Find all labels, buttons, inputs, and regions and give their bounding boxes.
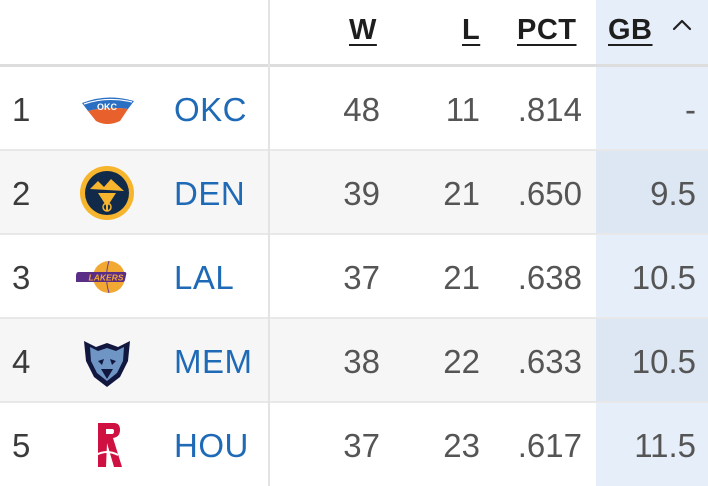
table-row[interactable]: 3 LAKERS LAL 37 21 .638 10.5 bbox=[0, 235, 708, 319]
team-link-lal[interactable]: LAL bbox=[174, 259, 235, 296]
wins: 38 bbox=[343, 343, 380, 380]
table-header: W L PCT GB bbox=[0, 0, 708, 67]
hou-rockets-logo-icon bbox=[95, 423, 122, 467]
row-divider bbox=[0, 233, 708, 235]
losses: 21 bbox=[443, 175, 480, 212]
header-pct[interactable]: PCT bbox=[517, 14, 577, 46]
rank: 3 bbox=[12, 259, 31, 296]
wins: 37 bbox=[343, 427, 380, 464]
gb-cell-bg bbox=[596, 151, 708, 235]
rank: 1 bbox=[12, 91, 31, 128]
gb-cell-bg bbox=[596, 235, 708, 319]
row-divider bbox=[0, 149, 708, 151]
rank: 4 bbox=[12, 343, 31, 380]
games-behind: 10.5 bbox=[631, 343, 696, 380]
mem-grizzlies-logo-icon bbox=[84, 341, 130, 387]
games-behind: 10.5 bbox=[631, 259, 696, 296]
row-divider bbox=[0, 317, 708, 319]
losses: 21 bbox=[443, 259, 480, 296]
row-divider bbox=[0, 401, 708, 403]
wins: 37 bbox=[343, 259, 380, 296]
gb-cell-bg bbox=[596, 67, 708, 151]
rank: 5 bbox=[12, 427, 31, 464]
losses: 22 bbox=[443, 343, 480, 380]
header-w[interactable]: W bbox=[349, 14, 377, 46]
lal-lakers-logo-icon: LAKERS bbox=[76, 260, 127, 294]
team-link-hou[interactable]: HOU bbox=[174, 427, 249, 464]
games-behind: 9.5 bbox=[650, 175, 696, 212]
team-link-den[interactable]: DEN bbox=[174, 175, 246, 212]
team-link-okc[interactable]: OKC bbox=[174, 91, 248, 128]
table-row[interactable]: 1 OKC OKC 48 11 .814 - bbox=[0, 67, 708, 151]
table-row[interactable]: 4 MEM 38 22 .633 10.5 bbox=[0, 319, 708, 403]
den-nuggets-logo-icon bbox=[80, 166, 134, 220]
table-row[interactable]: 2 DEN 39 21 .650 9.5 bbox=[0, 151, 708, 235]
team-link-mem[interactable]: MEM bbox=[174, 343, 253, 380]
win-pct: .617 bbox=[517, 427, 582, 464]
chevron-up-icon[interactable] bbox=[670, 16, 694, 34]
win-pct: .650 bbox=[517, 175, 582, 212]
svg-text:OKC: OKC bbox=[97, 102, 118, 112]
games-behind: 11.5 bbox=[634, 427, 696, 464]
wins: 39 bbox=[343, 175, 380, 212]
losses: 23 bbox=[443, 427, 480, 464]
rank: 2 bbox=[12, 175, 31, 212]
losses: 11 bbox=[445, 91, 480, 128]
header-divider bbox=[0, 64, 708, 67]
win-pct: .633 bbox=[517, 343, 582, 380]
gb-cell-bg bbox=[596, 319, 708, 403]
gb-cell-bg bbox=[596, 403, 708, 486]
column-divider bbox=[268, 0, 270, 486]
win-pct: .814 bbox=[517, 91, 582, 128]
header-gb[interactable]: GB bbox=[608, 14, 653, 46]
games-behind: - bbox=[685, 91, 696, 128]
win-pct: .638 bbox=[517, 259, 582, 296]
okc-thunder-logo-icon: OKC bbox=[82, 97, 134, 124]
svg-text:LAKERS: LAKERS bbox=[89, 273, 124, 283]
wins: 48 bbox=[343, 91, 380, 128]
table-row[interactable]: 5 HOU 37 23 .617 11.5 bbox=[0, 403, 708, 486]
header-l[interactable]: L bbox=[462, 14, 481, 46]
